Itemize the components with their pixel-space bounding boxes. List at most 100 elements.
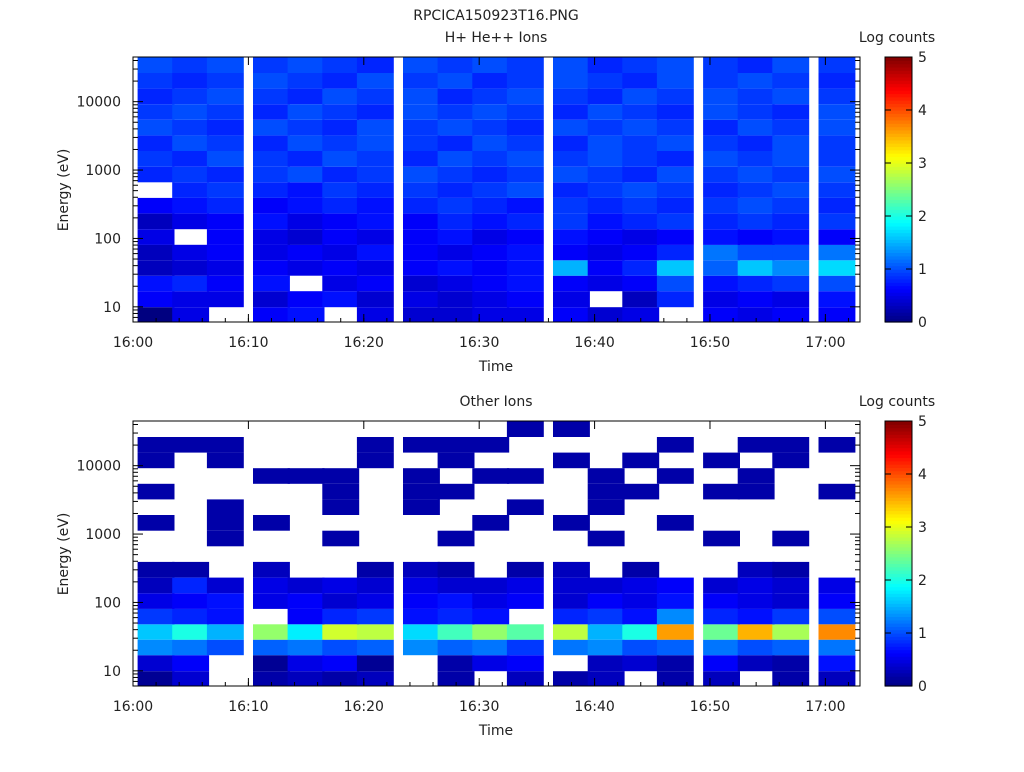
colorbar-step (885, 225, 912, 230)
colorbar-step (885, 282, 912, 287)
heatmap-cell (253, 577, 290, 594)
heatmap-cell (553, 244, 590, 261)
heatmap-cell (587, 307, 625, 322)
y-tick-label: 10000 (76, 459, 121, 475)
colorbar-step (885, 477, 912, 482)
heatmap-cell (737, 468, 775, 484)
heatmap-cell (818, 213, 856, 230)
heatmap-cell (437, 452, 475, 469)
heatmap-cell (437, 275, 475, 292)
heatmap-cell (287, 468, 325, 484)
colorbar-step (885, 169, 912, 174)
heatmap-cell (553, 624, 590, 640)
heatmap-cell (506, 119, 544, 136)
x-tick-label: 16:50 (690, 699, 730, 715)
heatmap-cell (437, 229, 475, 245)
heatmap-cell (772, 229, 810, 245)
heatmap-cell (703, 452, 740, 469)
heatmap-cell (772, 88, 810, 105)
heatmap-cell (703, 244, 740, 261)
colorbar-step (885, 186, 912, 191)
heatmap-cell (587, 530, 625, 547)
heatmap-cell (437, 135, 475, 151)
heatmap-cell (322, 483, 360, 500)
heatmap-cell (703, 577, 740, 594)
colorbar-tick-label: 1 (918, 626, 927, 642)
colorbar-step (885, 63, 912, 68)
heatmap-cell (356, 73, 394, 89)
heatmap-cell (656, 275, 694, 292)
heatmap-cell (137, 197, 175, 214)
heatmap-cell (737, 260, 775, 276)
heatmap-cell (622, 608, 660, 625)
x-tick-label: 16:30 (459, 335, 499, 351)
colorbar-step (885, 560, 912, 565)
colorbar-step (885, 298, 912, 303)
heatmap-cell (253, 182, 290, 198)
x-tick-label: 16:00 (113, 699, 153, 715)
colorbar-step (885, 182, 912, 187)
heatmap-cell (622, 104, 660, 120)
heatmap-cell (587, 213, 625, 230)
colorbar-step (885, 576, 912, 581)
colorbar-step (885, 60, 912, 65)
heatmap-cell (622, 244, 660, 261)
colorbar-step (885, 480, 912, 485)
heatmap-cell (818, 73, 856, 89)
colorbar-step (885, 179, 912, 184)
heatmap-cell (437, 182, 475, 198)
heatmap-cell (737, 577, 775, 594)
heatmap-cell (472, 104, 510, 120)
heatmap-cell (656, 291, 694, 308)
heatmap-cell (772, 260, 810, 276)
heatmap-cell (137, 291, 175, 308)
heatmap-cell (772, 561, 810, 578)
heatmap-cell (737, 483, 775, 500)
heatmap-cell (287, 593, 325, 609)
colorbar-step (885, 295, 912, 300)
heatmap-cell (172, 260, 210, 276)
heatmap-cell (137, 73, 175, 89)
heatmap-cell (622, 197, 660, 214)
heatmap-cell (703, 182, 740, 198)
y-tick-label: 1000 (85, 527, 121, 543)
heatmap-cell (253, 275, 290, 292)
heatmap-cell (818, 229, 856, 245)
heatmap-cell (253, 119, 290, 136)
heatmap-cell (287, 73, 325, 89)
heatmap-cell (622, 182, 660, 198)
heatmap-cell (253, 639, 290, 656)
heatmap-cell (472, 608, 510, 625)
heatmap-cell (322, 73, 360, 89)
heatmap-cell (322, 593, 360, 609)
heatmap-cell (322, 244, 360, 261)
heatmap-cell (553, 421, 590, 437)
heatmap-cell (287, 166, 325, 183)
colorbar-step (885, 550, 912, 555)
x-tick-label: 16:00 (113, 335, 153, 351)
colorbar-step (885, 245, 912, 250)
heatmap-cell (322, 577, 360, 594)
heatmap-cell (253, 229, 290, 245)
heatmap-cell (587, 229, 625, 245)
heatmap-cell (172, 437, 210, 453)
heatmap-cell (772, 593, 810, 609)
colorbar-step (885, 176, 912, 181)
heatmap-cell (622, 213, 660, 230)
heatmap-cell (287, 151, 325, 167)
x-axis-label: Time (478, 723, 513, 739)
heatmap-cell (437, 104, 475, 120)
heatmap-cell (818, 135, 856, 151)
heatmap-cell (737, 213, 775, 230)
colorbar-step (885, 563, 912, 568)
heatmap-cell (172, 624, 210, 640)
colorbar-step (885, 106, 912, 111)
heatmap-cell (703, 119, 740, 136)
heatmap-cell (622, 229, 660, 245)
heatmap-cell (206, 197, 244, 214)
colorbar-step (885, 676, 912, 680)
colorbar-step (885, 500, 912, 505)
heatmap-cell (322, 260, 360, 276)
colorbar-step (885, 278, 912, 283)
colorbar-step (885, 467, 912, 472)
